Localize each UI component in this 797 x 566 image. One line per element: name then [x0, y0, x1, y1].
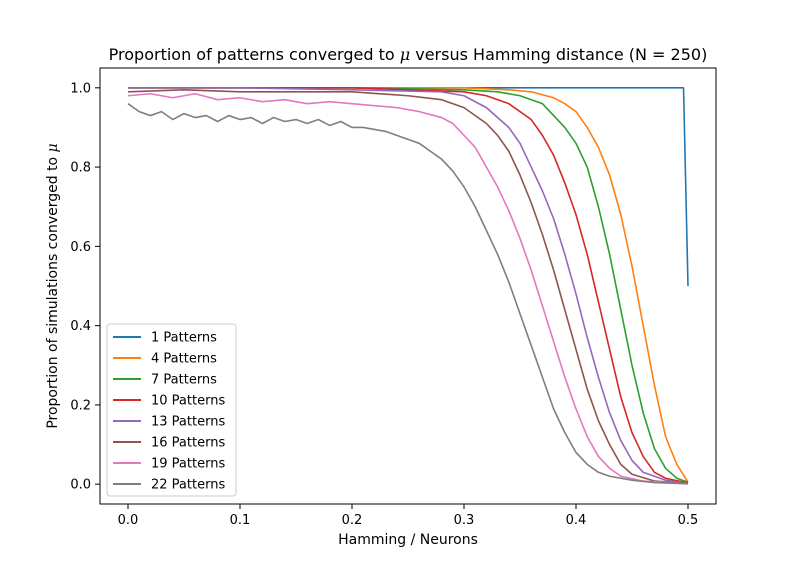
y-tick-label: 0.8	[70, 161, 91, 176]
y-axis-label-mu: μ	[45, 143, 61, 152]
legend: 1 Patterns 4 Patterns 7 Patterns 10 Pattern…	[106, 323, 237, 497]
x-tick-label: 0.5	[678, 513, 699, 528]
series-line-6	[127, 89, 689, 485]
series-line-8	[127, 103, 689, 485]
legend-label: 7 Patterns	[151, 373, 217, 388]
legend-label: 22 Patterns	[151, 478, 225, 493]
y-axis-label-text: Proportion of simulations converged to	[45, 152, 61, 428]
x-tick-label: 0.1	[230, 513, 251, 528]
x-tick-label: 0.3	[454, 513, 475, 528]
legend-box	[106, 323, 237, 497]
chart-title-part-2: versus Hamming distance (N = 250)	[410, 45, 707, 64]
y-axis: 0.0 0.2 0.4 0.6 0.8 1.0	[70, 81, 100, 493]
x-tick-label: 0.0	[118, 513, 139, 528]
legend-label: 1 Patterns	[151, 331, 217, 346]
series-layer	[127, 87, 689, 485]
series-line-5	[128, 87, 689, 485]
y-tick-label: 0.0	[70, 478, 91, 493]
legend-label: 19 Patterns	[151, 457, 225, 472]
legend-label: 16 Patterns	[151, 436, 225, 451]
chart-title-part-1: Proportion of patterns converged to	[109, 45, 400, 64]
series-line-7	[127, 92, 689, 485]
legend-label: 13 Patterns	[151, 415, 225, 430]
x-axis: 0.0 0.1 0.2 0.3 0.4 0.5	[118, 504, 699, 528]
x-tick-label: 0.2	[342, 513, 363, 528]
plot-frame	[99, 67, 717, 505]
legend-label: 10 Patterns	[151, 394, 225, 409]
x-tick-label: 0.4	[566, 513, 587, 528]
y-tick-label: 0.4	[70, 319, 91, 334]
plot-area	[99, 67, 717, 505]
y-axis-label: Proportion of simulations converged to μ	[45, 143, 61, 428]
chart-title: Proportion of patterns converged to μ ve…	[109, 45, 708, 64]
x-axis-label: Hamming / Neurons	[338, 532, 478, 548]
y-tick-label: 0.2	[70, 398, 91, 413]
y-tick-label: 0.6	[70, 240, 91, 255]
series-line-3	[128, 87, 689, 483]
chart-title-mu: μ	[400, 45, 410, 64]
y-tick-label: 1.0	[70, 81, 91, 96]
series-line-4	[128, 87, 689, 484]
series-line-2	[128, 87, 689, 483]
legend-label: 4 Patterns	[151, 352, 217, 367]
